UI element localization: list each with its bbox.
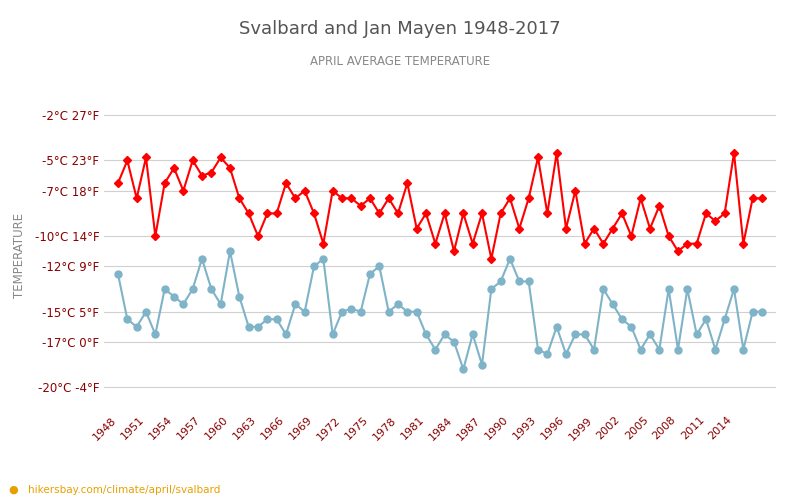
Text: ●: ● [8, 485, 18, 495]
Text: Svalbard and Jan Mayen 1948-2017: Svalbard and Jan Mayen 1948-2017 [239, 20, 561, 38]
Text: hikersbay.com/climate/april/svalbard: hikersbay.com/climate/april/svalbard [28, 485, 220, 495]
Text: APRIL AVERAGE TEMPERATURE: APRIL AVERAGE TEMPERATURE [310, 55, 490, 68]
Legend: NIGHT, DAY: NIGHT, DAY [352, 498, 528, 500]
Y-axis label: TEMPERATURE: TEMPERATURE [13, 212, 26, 298]
